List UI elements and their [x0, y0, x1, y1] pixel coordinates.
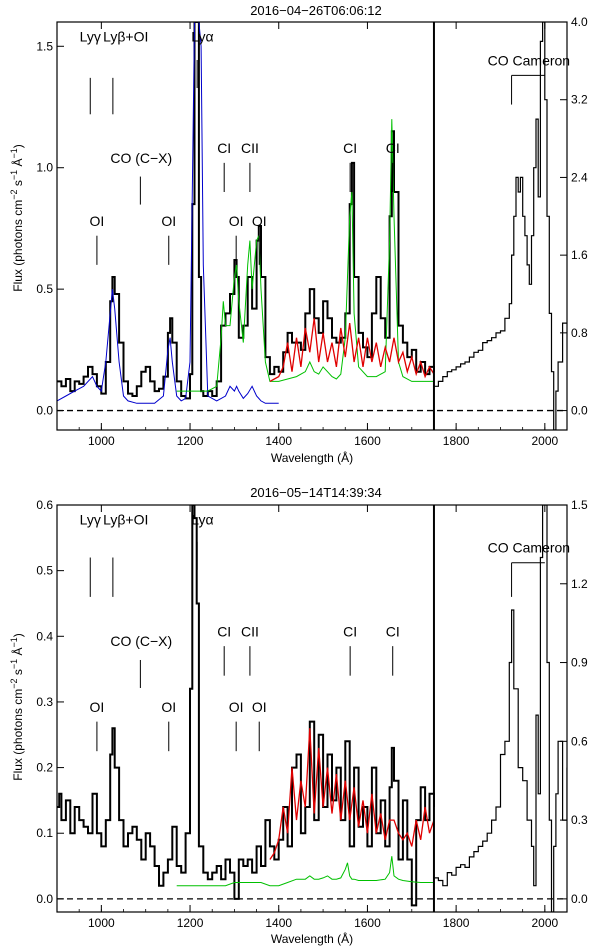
line-label: CI: [386, 623, 400, 639]
x-axis-label: Wavelength (Å): [271, 931, 353, 946]
line-label: Lyα: [191, 512, 213, 528]
series-group: [57, 505, 567, 912]
line-label: OI: [161, 699, 176, 715]
y-tick-label-right: 0.0: [571, 892, 588, 906]
line-label: OI: [90, 699, 105, 715]
line-label: Lyβ+OI: [103, 28, 148, 44]
x-tick-label: 2000: [531, 916, 558, 930]
plot-area: 1000 1200 1400 1600 1800 2000 0.0 0.1 0.2 0.3 0.4 0…: [36, 498, 588, 930]
x-tick-label: 1600: [354, 916, 381, 930]
co-cameron-label: CO Cameron: [488, 53, 570, 69]
x-tick-label: 1000: [88, 916, 115, 930]
y-tick-label-right: 3.2: [571, 93, 588, 107]
y-tick-label-left: 0.5: [36, 282, 53, 296]
line-label: Lyβ+OI: [103, 512, 148, 528]
y-tick-label-right: 1.5: [571, 498, 588, 512]
x-tick-label: 1800: [443, 434, 470, 448]
observed-spectrum: [57, 505, 435, 907]
y-tick-label-left: 0.5: [36, 564, 53, 578]
y-tick-label-right: 0.8: [571, 326, 588, 340]
y-tick-label-left: 0.2: [36, 761, 53, 775]
model-red-line: [269, 728, 435, 860]
panel-title: 2016−04−26T06:06:12: [250, 3, 382, 18]
line-label: Lyγ: [80, 512, 101, 528]
line-label: CI: [343, 140, 357, 156]
y-tick-label-right: 0.3: [571, 813, 588, 827]
y-tick-label-right: 0.9: [571, 656, 588, 670]
x-axis-label: Wavelength (Å): [271, 450, 353, 465]
y-tick-label-left: 0.0: [36, 892, 53, 906]
observed-spectrum-right: [434, 505, 567, 912]
y-tick-label-right: 2.4: [571, 170, 588, 184]
x-tick-label: 2000: [531, 434, 558, 448]
x-tick-label: 1400: [265, 434, 292, 448]
x-tick-label: 1400: [265, 916, 292, 930]
y-tick-label-left: 1.5: [36, 39, 53, 53]
y-tick-label-right: 1.6: [571, 248, 588, 262]
plot-frame: [56, 21, 568, 431]
plot-area: 1000 1200 1400 1600 1800 2000 0.0 0.5 1.0 1.5 0.0 0…: [36, 15, 588, 448]
line-label: CI: [217, 623, 231, 639]
series-group: [57, 22, 567, 430]
line-label: CO (C−X): [110, 633, 172, 649]
y-tick-label-left: 0.0: [36, 404, 53, 418]
y-tick-label-right: 1.2: [571, 577, 588, 591]
x-tick-label: 1600: [354, 434, 381, 448]
y-tick-label-left: 1.0: [36, 161, 53, 175]
svg-text:Flux (photons cm−2 s−1 Å−1): Flux (photons cm−2 s−1 Å−1): [9, 144, 25, 292]
line-label: OI: [252, 699, 267, 715]
lyman-alpha-model-line: [57, 22, 279, 404]
spectrum-panel-bottom: 2016−05−14T14:39:34 Flux (photons cm−2 s…: [9, 485, 588, 946]
y-tick-label-right: 0.6: [571, 734, 588, 748]
line-label: OI: [229, 213, 244, 229]
y-tick-label-right: 4.0: [571, 15, 588, 29]
observed-spectrum-right: [434, 22, 567, 430]
line-label: OI: [252, 213, 267, 229]
y-tick-label-left: 0.6: [36, 498, 53, 512]
x-tick-label: 1200: [177, 916, 204, 930]
svg-text:Flux (photons cm−2 s−1 Å−1): Flux (photons cm−2 s−1 Å−1): [9, 633, 25, 781]
line-label: Lyα: [191, 28, 213, 44]
y-axis-label: Flux (photons cm−2 s−1 Å−1): [9, 633, 25, 781]
model-red-line: [269, 318, 435, 382]
y-tick-label-left: 0.4: [36, 629, 53, 643]
line-label: CO (C−X): [110, 150, 172, 166]
model-green-line: [176, 856, 434, 887]
line-label: CII: [241, 140, 259, 156]
y-axis-label: Flux (photons cm−2 s−1 Å−1): [9, 144, 25, 292]
line-label: OI: [161, 213, 176, 229]
y-tick-label-right: 0.0: [571, 404, 588, 418]
plot-frame: [56, 504, 568, 913]
line-label: CI: [217, 140, 231, 156]
observed-spectrum: [57, 22, 435, 400]
line-label: OI: [229, 699, 244, 715]
co-cameron-label: CO Cameron: [488, 539, 570, 555]
line-label: CI: [343, 623, 357, 639]
line-label: OI: [90, 213, 105, 229]
x-tick-label: 1800: [443, 916, 470, 930]
spectrum-panel-top: 2016−04−26T06:06:12 Flux (photons cm−2 s…: [9, 3, 588, 465]
y-tick-label-left: 0.1: [36, 826, 53, 840]
x-tick-label: 1200: [177, 434, 204, 448]
x-tick-label: 1000: [88, 434, 115, 448]
line-label: CII: [241, 623, 259, 639]
y-tick-label-left: 0.3: [36, 695, 53, 709]
line-label: Lyγ: [80, 28, 101, 44]
line-label: CI: [386, 140, 400, 156]
panel-title: 2016−05−14T14:39:34: [250, 485, 382, 500]
